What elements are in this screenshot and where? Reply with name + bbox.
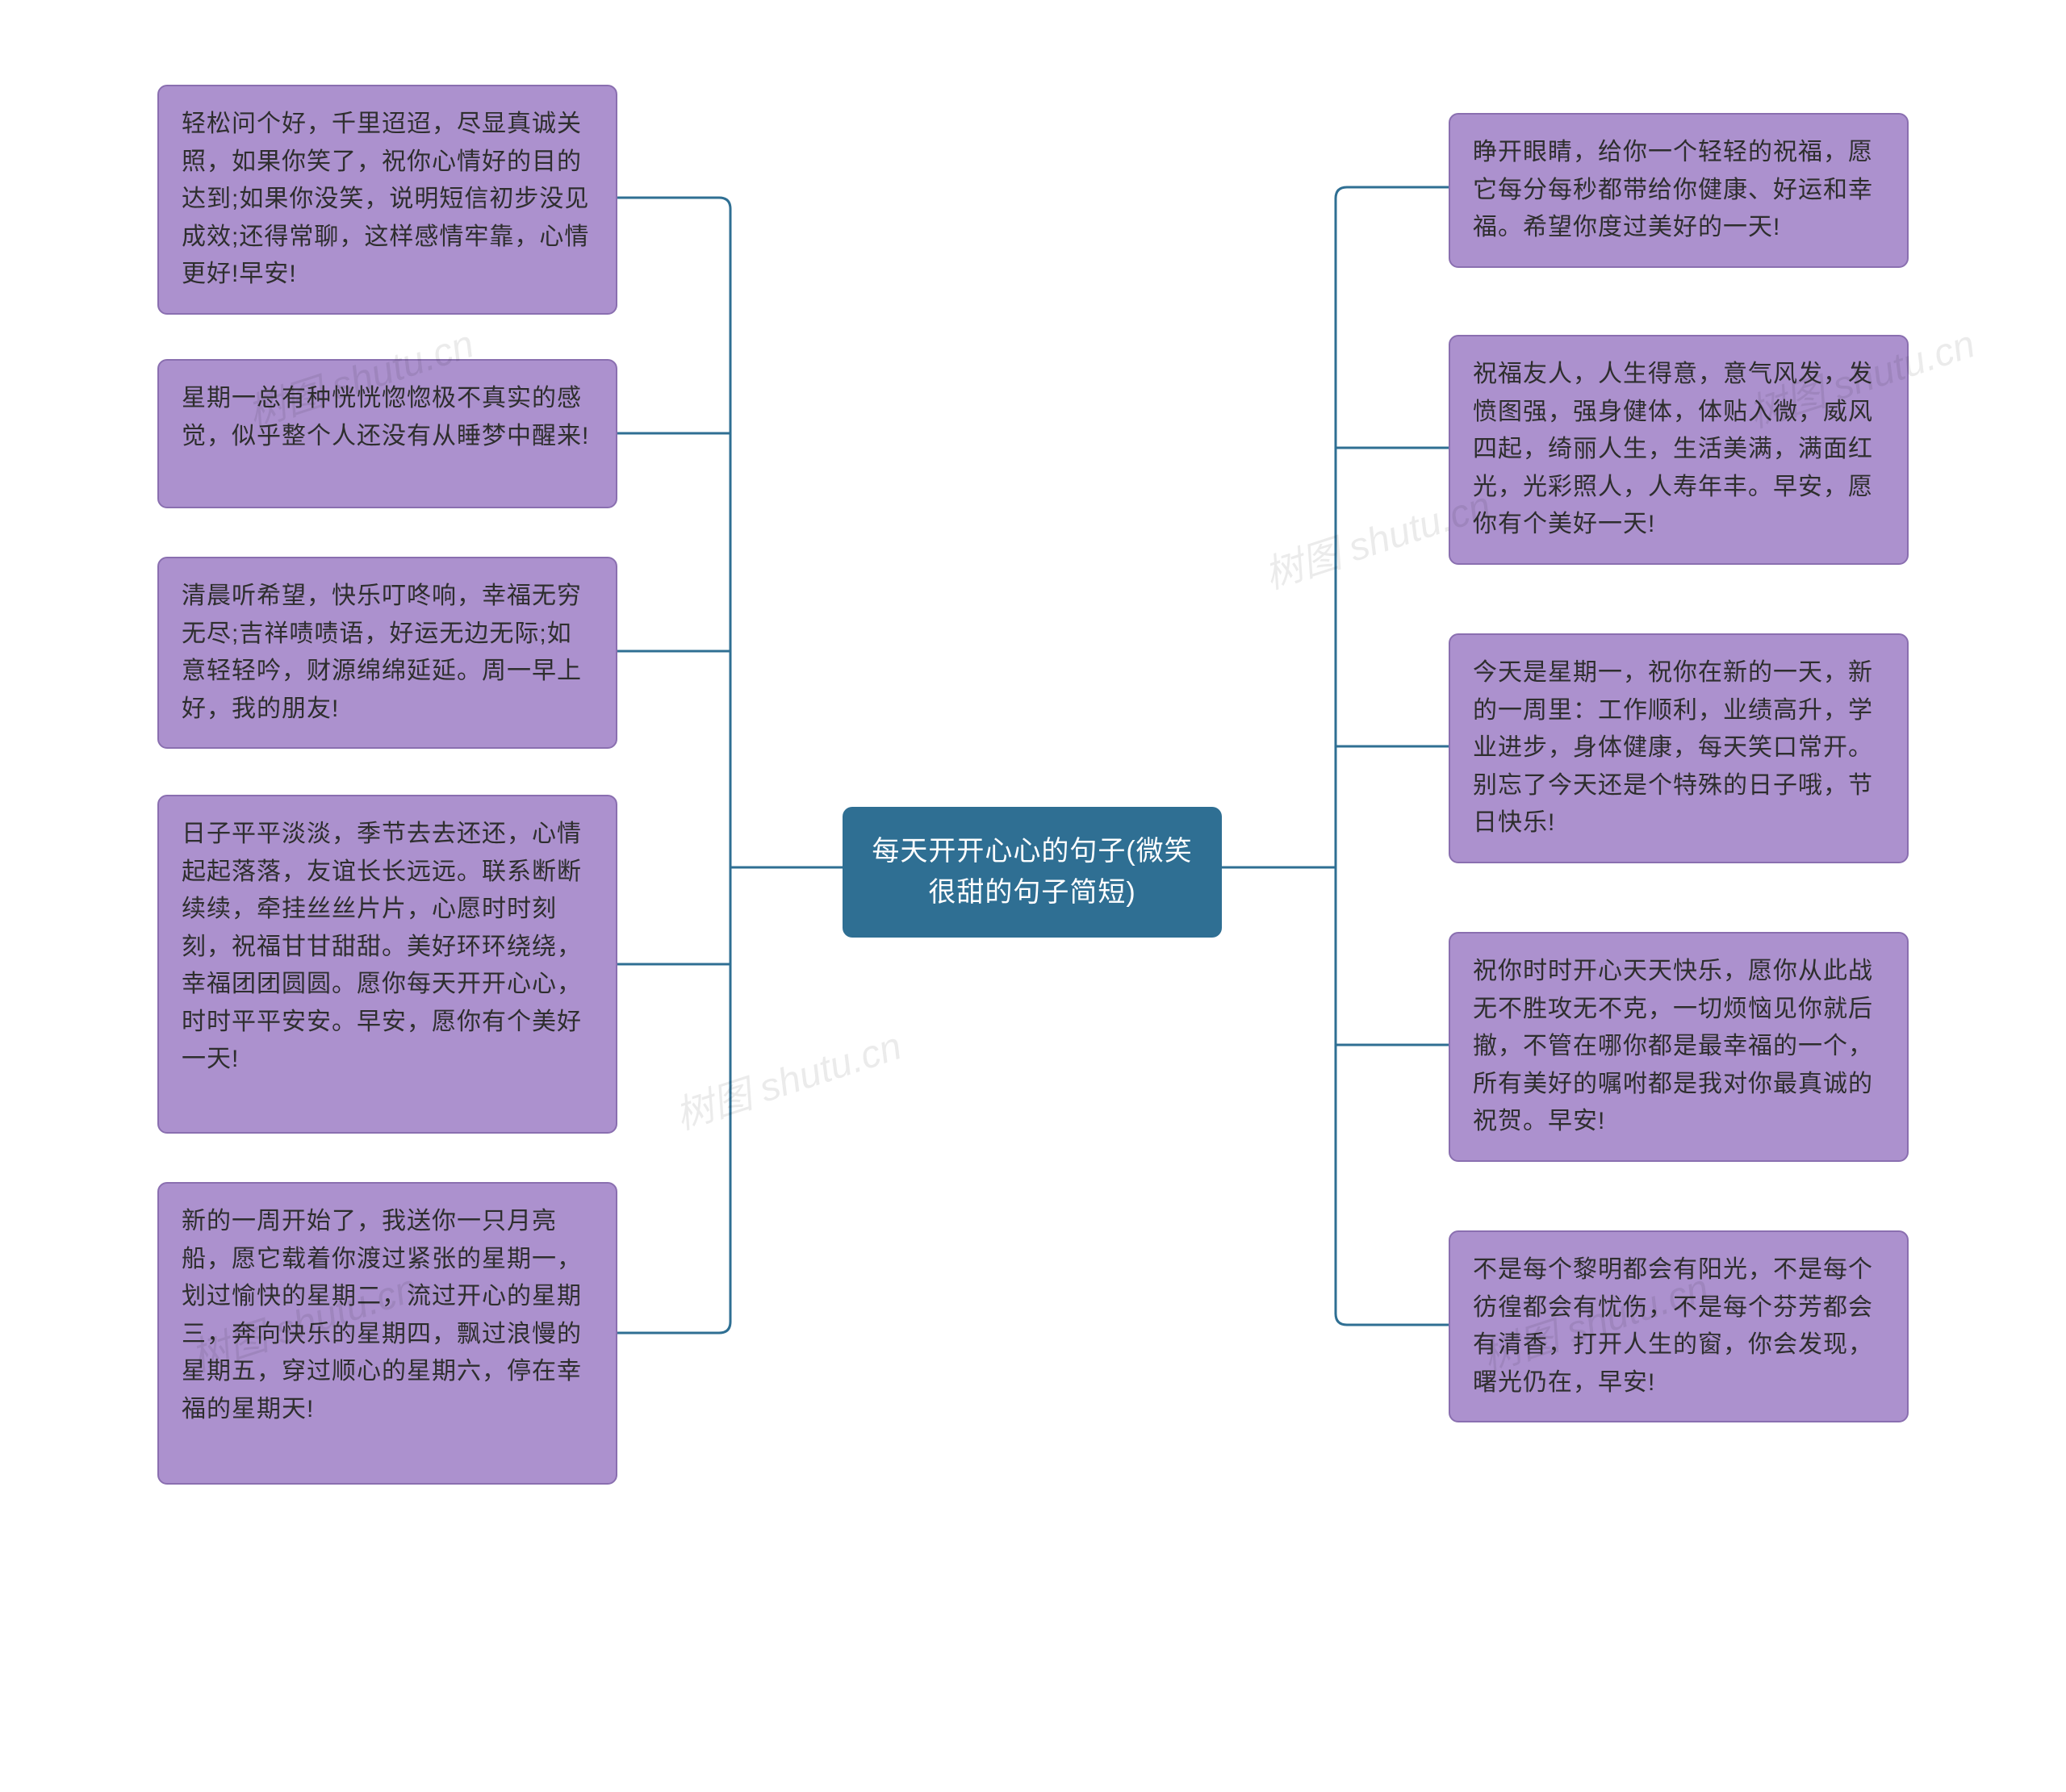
left-node-0: 轻松问个好，千里迢迢，尽显真诚关照，如果你笑了，祝你心情好的目的达到;如果你没笑…: [157, 85, 617, 315]
left-node-0-text: 轻松问个好，千里迢迢，尽显真诚关照，如果你笑了，祝你心情好的目的达到;如果你没笑…: [182, 111, 589, 287]
right-node-3: 祝你时时开心天天快乐，愿你从此战无不胜攻无不克，一切烦恼见你就后撤，不管在哪你都…: [1449, 932, 1909, 1162]
center-node-text: 每天开开心心的句子(微笑很甜的句子简短): [872, 836, 1192, 908]
right-node-3-text: 祝你时时开心天天快乐，愿你从此战无不胜攻无不克，一切烦恼见你就后撤，不管在哪你都…: [1473, 958, 1873, 1134]
right-node-2-text: 今天是星期一，祝你在新的一天，新的一周里：工作顺利，业绩高升，学业进步，身体健康…: [1473, 659, 1873, 836]
left-node-2-text: 清晨听希望，快乐叮咚响，幸福无穷无尽;吉祥啧啧语，好运无边无际;如意轻轻吟，财源…: [182, 583, 582, 722]
right-node-4: 不是每个黎明都会有阳光，不是每个彷徨都会有忧伤，不是每个芬芳都会有清香，打开人生…: [1449, 1230, 1909, 1422]
right-node-2: 今天是星期一，祝你在新的一天，新的一周里：工作顺利，业绩高升，学业进步，身体健康…: [1449, 633, 1909, 863]
left-node-4: 新的一周开始了，我送你一只月亮船，愿它载着你渡过紧张的星期一，划过愉快的星期二，…: [157, 1182, 617, 1485]
left-node-1-text: 星期一总有种恍恍惚惚极不真实的感觉，似乎整个人还没有从睡梦中醒来!: [182, 385, 589, 449]
left-node-3: 日子平平淡淡，季节去去还还，心情起起落落，友谊长长远远。联系断断续续，牵挂丝丝片…: [157, 795, 617, 1134]
center-node: 每天开开心心的句子(微笑很甜的句子简短): [843, 807, 1222, 938]
left-node-4-text: 新的一周开始了，我送你一只月亮船，愿它载着你渡过紧张的星期一，划过愉快的星期二，…: [182, 1208, 582, 1422]
right-node-1: 祝福友人，人生得意，意气风发，发愤图强，强身健体，体贴入微，威风四起，绮丽人生，…: [1449, 335, 1909, 565]
right-node-0-text: 睁开眼睛，给你一个轻轻的祝福，愿它每分每秒都带给你健康、好运和幸福。希望你度过美…: [1473, 139, 1873, 240]
right-node-1-text: 祝福友人，人生得意，意气风发，发愤图强，强身健体，体贴入微，威风四起，绮丽人生，…: [1473, 361, 1873, 537]
left-node-2: 清晨听希望，快乐叮咚响，幸福无穷无尽;吉祥啧啧语，好运无边无际;如意轻轻吟，财源…: [157, 557, 617, 749]
left-node-1: 星期一总有种恍恍惚惚极不真实的感觉，似乎整个人还没有从睡梦中醒来!: [157, 359, 617, 508]
watermark: 树图 shutu.cn: [667, 1014, 907, 1140]
right-node-4-text: 不是每个黎明都会有阳光，不是每个彷徨都会有忧伤，不是每个芬芳都会有清香，打开人生…: [1473, 1256, 1873, 1396]
right-node-0: 睁开眼睛，给你一个轻轻的祝福，愿它每分每秒都带给你健康、好运和幸福。希望你度过美…: [1449, 113, 1909, 268]
left-node-3-text: 日子平平淡淡，季节去去还还，心情起起落落，友谊长长远远。联系断断续续，牵挂丝丝片…: [182, 821, 582, 1072]
